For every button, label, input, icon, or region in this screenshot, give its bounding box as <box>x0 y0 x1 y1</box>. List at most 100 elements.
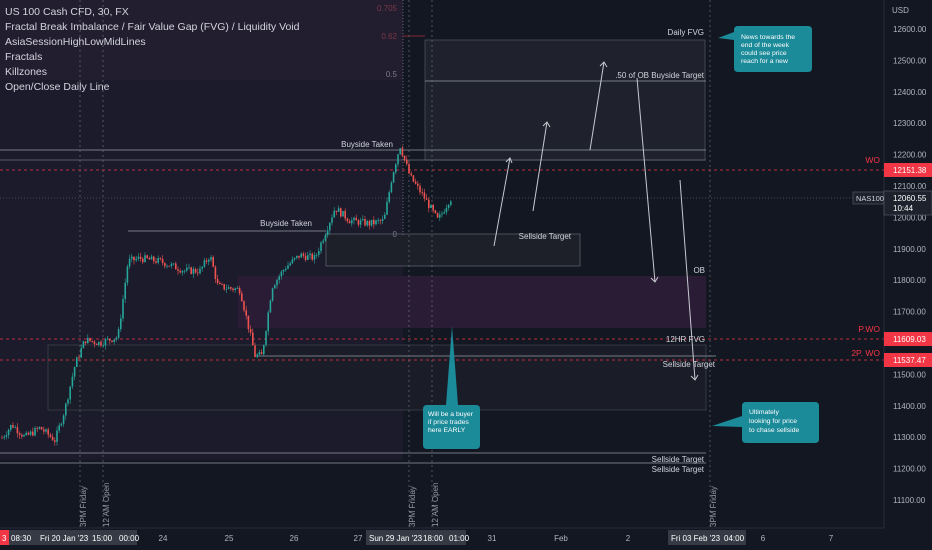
price-tick-1: 12500.00 <box>893 56 927 65</box>
arrowhead-2 <box>542 121 551 128</box>
candle-body <box>102 345 104 347</box>
cursor2-time: 18:00 <box>423 534 444 543</box>
candle-body <box>177 269 179 271</box>
indicator-fractals[interactable]: Fractals <box>5 51 43 63</box>
candle-body <box>342 210 344 217</box>
candle-body <box>84 341 87 344</box>
candle-body <box>51 436 54 441</box>
candle-body <box>49 434 52 437</box>
marker-label-2: 12 AM Open <box>102 483 111 527</box>
cursor2-date: Sun 29 Jan '23 <box>369 534 423 543</box>
candle-body <box>126 266 129 283</box>
hr12-fvg-zone <box>47 344 707 411</box>
price-tick-11: 11400.00 <box>893 402 926 411</box>
candle-body <box>172 263 175 265</box>
candle-body <box>95 343 98 346</box>
candle-body <box>331 217 333 223</box>
ultimate-callout-text: Ultimately looking for price to chase se… <box>749 409 799 434</box>
candle-body <box>58 425 60 431</box>
price-ticks: 12600.00 12500.00 12400.00 12300.00 12200.00… <box>893 25 927 505</box>
candle-body <box>340 208 342 217</box>
candle-body <box>315 254 318 256</box>
candlestick-series <box>1 145 452 446</box>
candle-body <box>353 217 355 221</box>
candle-body <box>124 282 126 300</box>
price-tick-6: 12000.00 <box>893 213 927 222</box>
indicator-killzones[interactable]: Killzones <box>5 66 48 78</box>
candle-body <box>82 341 85 349</box>
candle-body <box>137 256 140 259</box>
candle-body <box>135 258 137 261</box>
candle-body <box>265 331 267 346</box>
candle-body <box>249 329 252 333</box>
current-price-badge <box>883 190 932 216</box>
buyside-taken-label-2: Buyside Taken <box>260 219 312 228</box>
price-axis[interactable] <box>884 0 932 528</box>
price-tick-5: 12100.00 <box>893 182 927 191</box>
chart-legend[interactable]: US 100 Cash CFD, 30, FX Fractal Break Im… <box>5 5 300 95</box>
candle-body <box>216 278 219 283</box>
candle-body <box>62 415 65 424</box>
candle-body <box>150 256 153 260</box>
callout-texts: News towards the end of the week could s… <box>428 34 799 434</box>
candle-body <box>434 210 437 213</box>
candle-body <box>399 148 401 155</box>
candle-body <box>254 345 256 357</box>
candle-body <box>18 433 21 435</box>
candle-body <box>10 425 12 430</box>
candle-body <box>27 432 30 435</box>
candle-body <box>291 259 294 264</box>
projection-arrow-5 <box>679 179 696 381</box>
time-label-7: 7 <box>829 534 834 543</box>
candle-body <box>269 300 272 313</box>
candle-body <box>100 341 102 346</box>
candle-body <box>241 293 243 302</box>
candle-body <box>161 259 164 263</box>
vertical-marker-labels: 3PM Friday 12 AM Open 3PM Friday 12 AM O… <box>79 483 718 527</box>
candle-body <box>436 212 439 218</box>
candle-body <box>214 266 217 279</box>
indicator-asia-session[interactable]: AsiaSessionHighLowMidLines <box>5 36 146 48</box>
candle-body <box>34 428 36 436</box>
arrowhead-4 <box>650 276 659 283</box>
candle-body <box>164 262 166 267</box>
candle-body <box>351 220 353 224</box>
candle-body <box>287 265 289 269</box>
candle-body <box>71 376 74 387</box>
left-edge-badge <box>0 530 9 545</box>
candle-body <box>386 201 388 215</box>
candle-body <box>285 268 287 270</box>
candle-body <box>205 260 208 262</box>
candle-body <box>368 221 371 226</box>
indicator-fvg[interactable]: Fractal Break Imbalance / Fair Value Gap… <box>5 21 300 33</box>
time-label-6: 6 <box>761 534 766 543</box>
candle-body <box>366 221 368 226</box>
candle-body <box>390 182 393 193</box>
candle-body <box>91 340 93 342</box>
candle-body <box>230 287 232 289</box>
candle-body <box>36 428 38 429</box>
candle-body <box>25 432 27 435</box>
sellside-target-label-3: Sellside Target <box>652 455 705 464</box>
candle-body <box>263 345 265 355</box>
price-tick-9: 11700.00 <box>893 308 926 317</box>
fib-labels: 0.705 0.62 0.5 0 <box>377 4 398 239</box>
wo-label: WO <box>865 155 880 165</box>
candle-body <box>117 329 120 338</box>
buyer-callout <box>423 326 480 449</box>
sellside-target-label-4: Sellside Target <box>652 465 705 474</box>
indicator-open-close[interactable]: Open/Close Daily Line <box>5 81 110 93</box>
candle-body <box>256 354 258 357</box>
symbol-title[interactable]: US 100 Cash CFD, 30, FX <box>5 6 129 18</box>
candle-body <box>142 258 144 263</box>
candle-body <box>322 240 324 243</box>
candle-body <box>445 207 448 213</box>
time-label-31: 31 <box>488 534 497 543</box>
fib-062-label: 0.62 <box>381 32 397 41</box>
candle-body <box>194 269 197 273</box>
chart-labels: Daily FVG .50 of OB Buyside Target Buysi… <box>260 28 716 474</box>
daily-fvg-label: Daily FVG <box>668 28 704 37</box>
time-label-27: 27 <box>354 534 363 543</box>
